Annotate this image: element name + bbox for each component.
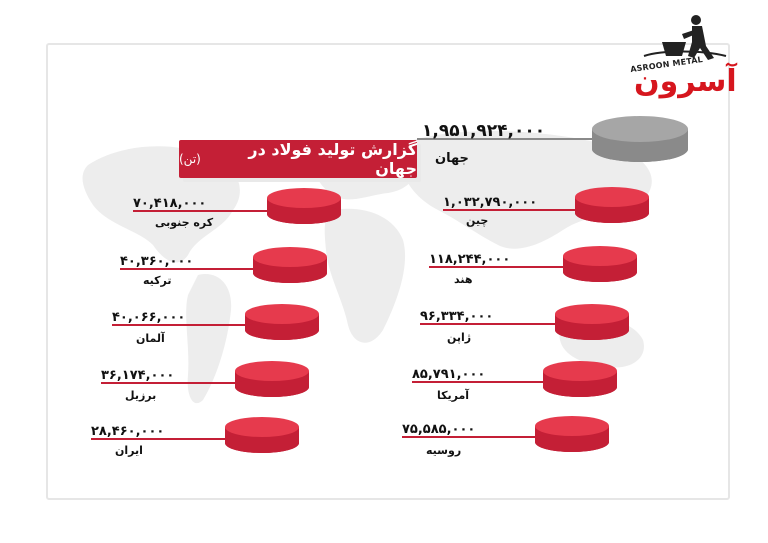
country-8-name-label: آلمان	[136, 331, 165, 345]
country-4-value-label: ۸۵,۷۹۱,۰۰۰	[412, 367, 485, 382]
infographic-card: ۱,۹۵۱,۹۲۴,۰۰۰ جهان ۱,۰۳۲,۷۹۰,۰۰۰ چین ۱۱۸,۲۴۴…	[46, 43, 730, 500]
country-2-value-label: ۱۱۸,۲۴۴,۰۰۰	[429, 252, 510, 267]
country-2-name-label: هند	[454, 273, 472, 286]
country-5-disc-base	[535, 432, 609, 452]
country-3-disc-base	[555, 320, 629, 340]
chart-title-text: گزارش تولید فولاد در جهان	[248, 140, 417, 178]
country-1-value-label: ۱,۰۳۲,۷۹۰,۰۰۰	[443, 195, 537, 210]
country-7-disc-base	[253, 263, 327, 283]
country-1-disc-base	[575, 203, 649, 223]
country-6-disc-top	[267, 188, 341, 208]
world-disc-top	[592, 116, 688, 142]
chart-title-unit: (تن)	[179, 152, 201, 166]
country-10-name-label: ایران	[115, 444, 143, 457]
country-8-disc-top	[245, 304, 319, 324]
country-1-disc-top	[575, 187, 649, 207]
country-4-disc-top	[543, 361, 617, 381]
chart-title: گزارش تولید فولاد در جهان (تن)	[179, 140, 417, 178]
country-2-disc-base	[563, 262, 637, 282]
world-country-label: جهان	[435, 151, 469, 166]
country-8-value-label: ۴۰,۰۶۶,۰۰۰	[112, 310, 185, 325]
country-9-disc-top	[235, 361, 309, 381]
country-10-disc-top	[225, 417, 299, 437]
logo-persian-text: آسرون	[634, 64, 738, 99]
country-1-name-label: چین	[466, 214, 488, 227]
asroon-metal-logo: ASROON METAL آسرون	[622, 12, 740, 104]
country-3-name-label: ژاپن	[447, 331, 471, 344]
country-9-value-label: ۳۶,۱۷۴,۰۰۰	[101, 368, 174, 383]
country-6-value-label: ۷۰,۴۱۸,۰۰۰	[133, 196, 206, 211]
country-10-disc-base	[225, 433, 299, 453]
chart-canvas: ۱,۹۵۱,۹۲۴,۰۰۰ جهان ۱,۰۳۲,۷۹۰,۰۰۰ چین ۱۱۸,۲۴۴…	[82, 116, 688, 457]
country-5-name-label: روسیه	[426, 444, 461, 457]
country-3-value-label: ۹۶,۳۳۴,۰۰۰	[420, 309, 493, 324]
country-7-name-label: ترکیه	[143, 274, 172, 287]
country-3-disc-top	[555, 304, 629, 324]
country-7-disc-top	[253, 247, 327, 267]
logo-figure-icon	[643, 15, 727, 60]
country-7-value-label: ۴۰,۳۶۰,۰۰۰	[120, 254, 193, 269]
country-6-name-label: کره جنوبی	[155, 216, 214, 229]
country-4-disc-base	[543, 377, 617, 397]
country-4-name-label: آمریکا	[437, 388, 469, 402]
country-10-value-label: ۲۸,۴۶۰,۰۰۰	[91, 424, 164, 439]
country-5-disc-top	[535, 416, 609, 436]
country-2-disc-top	[563, 246, 637, 266]
country-8-disc-base	[245, 320, 319, 340]
world-value-label: ۱,۹۵۱,۹۲۴,۰۰۰	[422, 121, 545, 141]
country-9-disc-base	[235, 377, 309, 397]
country-9-name-label: برزیل	[125, 389, 156, 402]
country-6-disc-base	[267, 204, 341, 224]
world-disc-base	[592, 136, 688, 162]
country-5-value-label: ۷۵,۵۸۵,۰۰۰	[402, 422, 475, 437]
